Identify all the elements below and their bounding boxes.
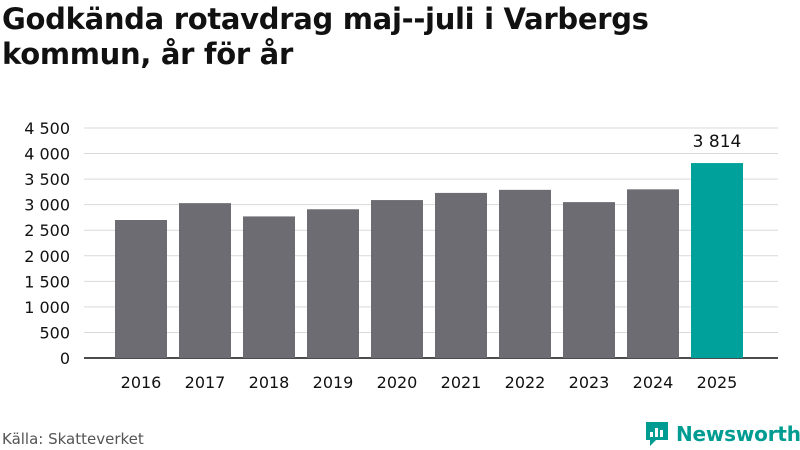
y-tick-label: 4 000 <box>24 145 70 164</box>
y-tick-label: 0 <box>60 349 70 368</box>
bars <box>115 163 743 358</box>
x-tick-label: 2020 <box>377 373 418 392</box>
y-tick-label: 1 500 <box>24 272 70 291</box>
x-tick-label: 2024 <box>633 373 674 392</box>
bar-2021 <box>435 192 487 358</box>
brand-logo[interactable]: Newsworthy <box>644 419 800 449</box>
x-tick-label: 2023 <box>569 373 610 392</box>
bar-2017 <box>179 203 231 358</box>
y-axis-ticks: 0 500 1 000 1 500 2 000 2 500 3 000 3 500 4 000 4… <box>24 119 70 368</box>
chart-title: Godkända rotavdrag maj--juli i Varbergs … <box>2 2 649 71</box>
x-tick-label: 2022 <box>505 373 546 392</box>
x-tick-label: 2017 <box>185 373 226 392</box>
x-tick-label: 2025 <box>697 373 738 392</box>
y-tick-label: 2 000 <box>24 247 70 266</box>
data-labels: 3 814 <box>693 132 742 152</box>
y-tick-label: 2 500 <box>24 221 70 240</box>
bar-2019 <box>307 209 359 358</box>
bar-2016 <box>115 220 167 358</box>
x-tick-label: 2021 <box>441 373 482 392</box>
y-tick-label: 4 500 <box>24 119 70 138</box>
newsworthy-logo-icon <box>646 422 668 446</box>
y-tick-label: 3 500 <box>24 170 70 189</box>
bar-2023 <box>563 202 615 358</box>
bar-2024 <box>627 189 679 358</box>
y-tick-label: 1 000 <box>24 298 70 317</box>
bar-2025 <box>691 163 743 358</box>
bar-2022 <box>499 189 551 358</box>
x-tick-label: 2019 <box>313 373 354 392</box>
bar-2020 <box>371 200 423 358</box>
y-tick-label: 3 000 <box>24 196 70 215</box>
x-tick-label: 2018 <box>249 373 290 392</box>
data-label: 3 814 <box>693 132 742 152</box>
brand-name: Newsworthy <box>676 422 800 446</box>
x-tick-label: 2016 <box>121 373 162 392</box>
source-note: Källa: Skatteverket <box>2 430 144 448</box>
bar-2018 <box>243 216 295 358</box>
y-tick-label: 500 <box>39 323 70 342</box>
x-axis-ticks: 2016 2017 2018 2019 2020 2021 2022 2023 2024 2025 <box>121 373 738 392</box>
